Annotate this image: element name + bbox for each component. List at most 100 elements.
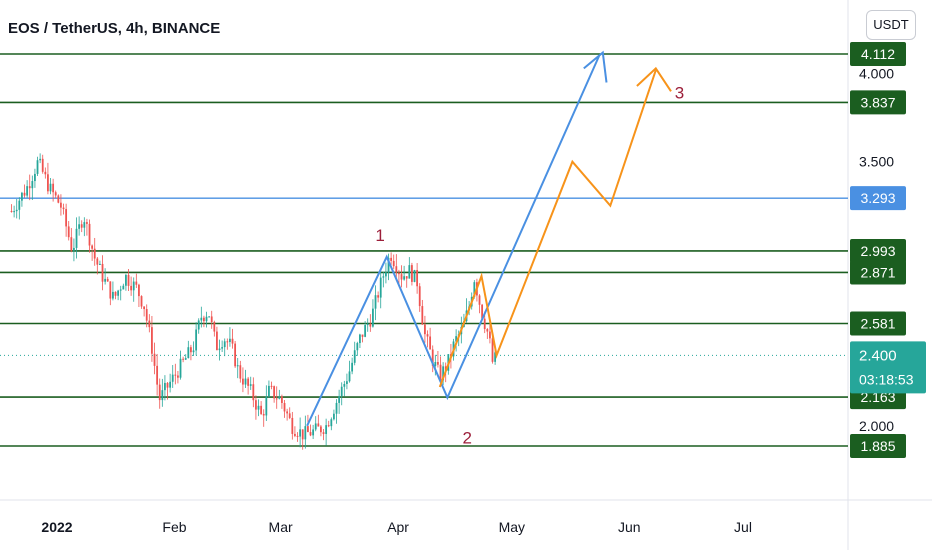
candle-body [112, 291, 114, 299]
candle-body [348, 371, 351, 382]
candle-body [23, 192, 26, 196]
candle-body [145, 309, 148, 321]
candle-body [122, 285, 125, 290]
candle-body [223, 341, 226, 348]
candle-body [382, 276, 385, 278]
candle-body [67, 226, 70, 238]
time-tick-label: Jul [734, 519, 752, 535]
candle-body [218, 348, 221, 351]
level-tag-label: 1.885 [860, 438, 895, 454]
candle-body [226, 341, 229, 343]
candle-body [101, 263, 104, 282]
wave-labels: 1 2 3 [375, 83, 684, 447]
candle-body [398, 272, 400, 275]
candle-body [291, 417, 294, 434]
level-tag-label: 2.993 [860, 243, 895, 259]
candle-body [161, 390, 164, 401]
candle-body [478, 295, 481, 305]
candle-body [174, 374, 177, 376]
candle-body [44, 171, 47, 175]
currency-button[interactable]: USDT [866, 10, 916, 40]
candle-body [106, 278, 109, 282]
candle-body [307, 426, 309, 433]
time-axis[interactable]: 2022 Feb Mar Apr May Jun Jul [41, 519, 752, 535]
candle-body [117, 290, 120, 296]
price-axis[interactable]: 4.000 3.500 2.000 4.112 3.837 3.293 2.993 2.871… [850, 42, 926, 458]
candle-body [164, 382, 166, 391]
candle-body [148, 320, 151, 328]
level-tag-3.837 [850, 90, 906, 115]
time-tick-label: Jun [618, 519, 641, 535]
candle-body [210, 316, 213, 323]
candle-body [257, 405, 260, 410]
candle-body [374, 295, 377, 309]
wave-projections [306, 50, 672, 427]
candle-body [400, 274, 403, 280]
candle-body [473, 282, 476, 297]
blue-projection-arrowhead [583, 50, 608, 83]
candle-body [429, 336, 432, 350]
candle-body [351, 362, 354, 372]
candle-body [494, 352, 497, 362]
wave-label-3: 3 [675, 83, 684, 102]
candle-body [309, 432, 312, 436]
candle-body [299, 429, 302, 437]
candle-body [260, 405, 263, 414]
candle-body [301, 429, 304, 440]
candle-body [127, 274, 130, 286]
level-tag-4.112 [850, 42, 906, 66]
candle-body [39, 158, 42, 161]
candle-body [431, 349, 434, 366]
candle-body [83, 222, 86, 228]
candle-body [216, 331, 218, 351]
candle-body [262, 413, 265, 416]
candle-body [158, 384, 161, 401]
candle-body [372, 308, 374, 327]
candle-body [135, 281, 138, 285]
candle-body [403, 276, 406, 280]
wave-label-1: 1 [375, 226, 384, 245]
candle-body [286, 411, 289, 414]
level-tag-label: 3.293 [860, 190, 895, 206]
candle-body [377, 295, 380, 298]
candle-body [366, 323, 369, 326]
candle-body [57, 195, 60, 203]
candle-body [231, 338, 234, 344]
candle-body [304, 426, 307, 440]
candle-body [179, 358, 182, 378]
candle-body [442, 366, 445, 381]
candle-body [281, 396, 283, 403]
candle-body [317, 423, 320, 427]
candle-body [93, 248, 96, 259]
candle-body [21, 192, 23, 201]
candle-body [208, 316, 211, 318]
candle-body [335, 402, 338, 414]
candle-body [359, 334, 361, 344]
candle-body [379, 277, 382, 298]
candle-body [184, 358, 187, 360]
candle-body [104, 278, 107, 282]
candle-body [392, 260, 395, 267]
candle-body [60, 202, 62, 208]
price-tick-label: 4.000 [859, 66, 894, 82]
candle-body [411, 265, 413, 282]
candle-body [187, 347, 190, 359]
candle-body [320, 426, 322, 433]
candle-body [437, 361, 439, 365]
candle-body [195, 329, 198, 351]
candle-body [47, 174, 49, 192]
current-price-label: 2.400 [859, 347, 897, 364]
candle-body [88, 223, 91, 246]
candle-body [78, 224, 81, 229]
blue-projection-path[interactable] [306, 55, 600, 427]
time-tick-label: 2022 [41, 519, 72, 535]
candle-body [356, 343, 359, 351]
candle-body [205, 316, 208, 322]
candle-body [203, 317, 205, 322]
candle-body [138, 284, 140, 297]
candle-body [273, 386, 276, 399]
orange-projection-arrowhead [636, 66, 672, 92]
orange-projection-path[interactable] [438, 69, 657, 388]
candle-body [481, 304, 484, 319]
